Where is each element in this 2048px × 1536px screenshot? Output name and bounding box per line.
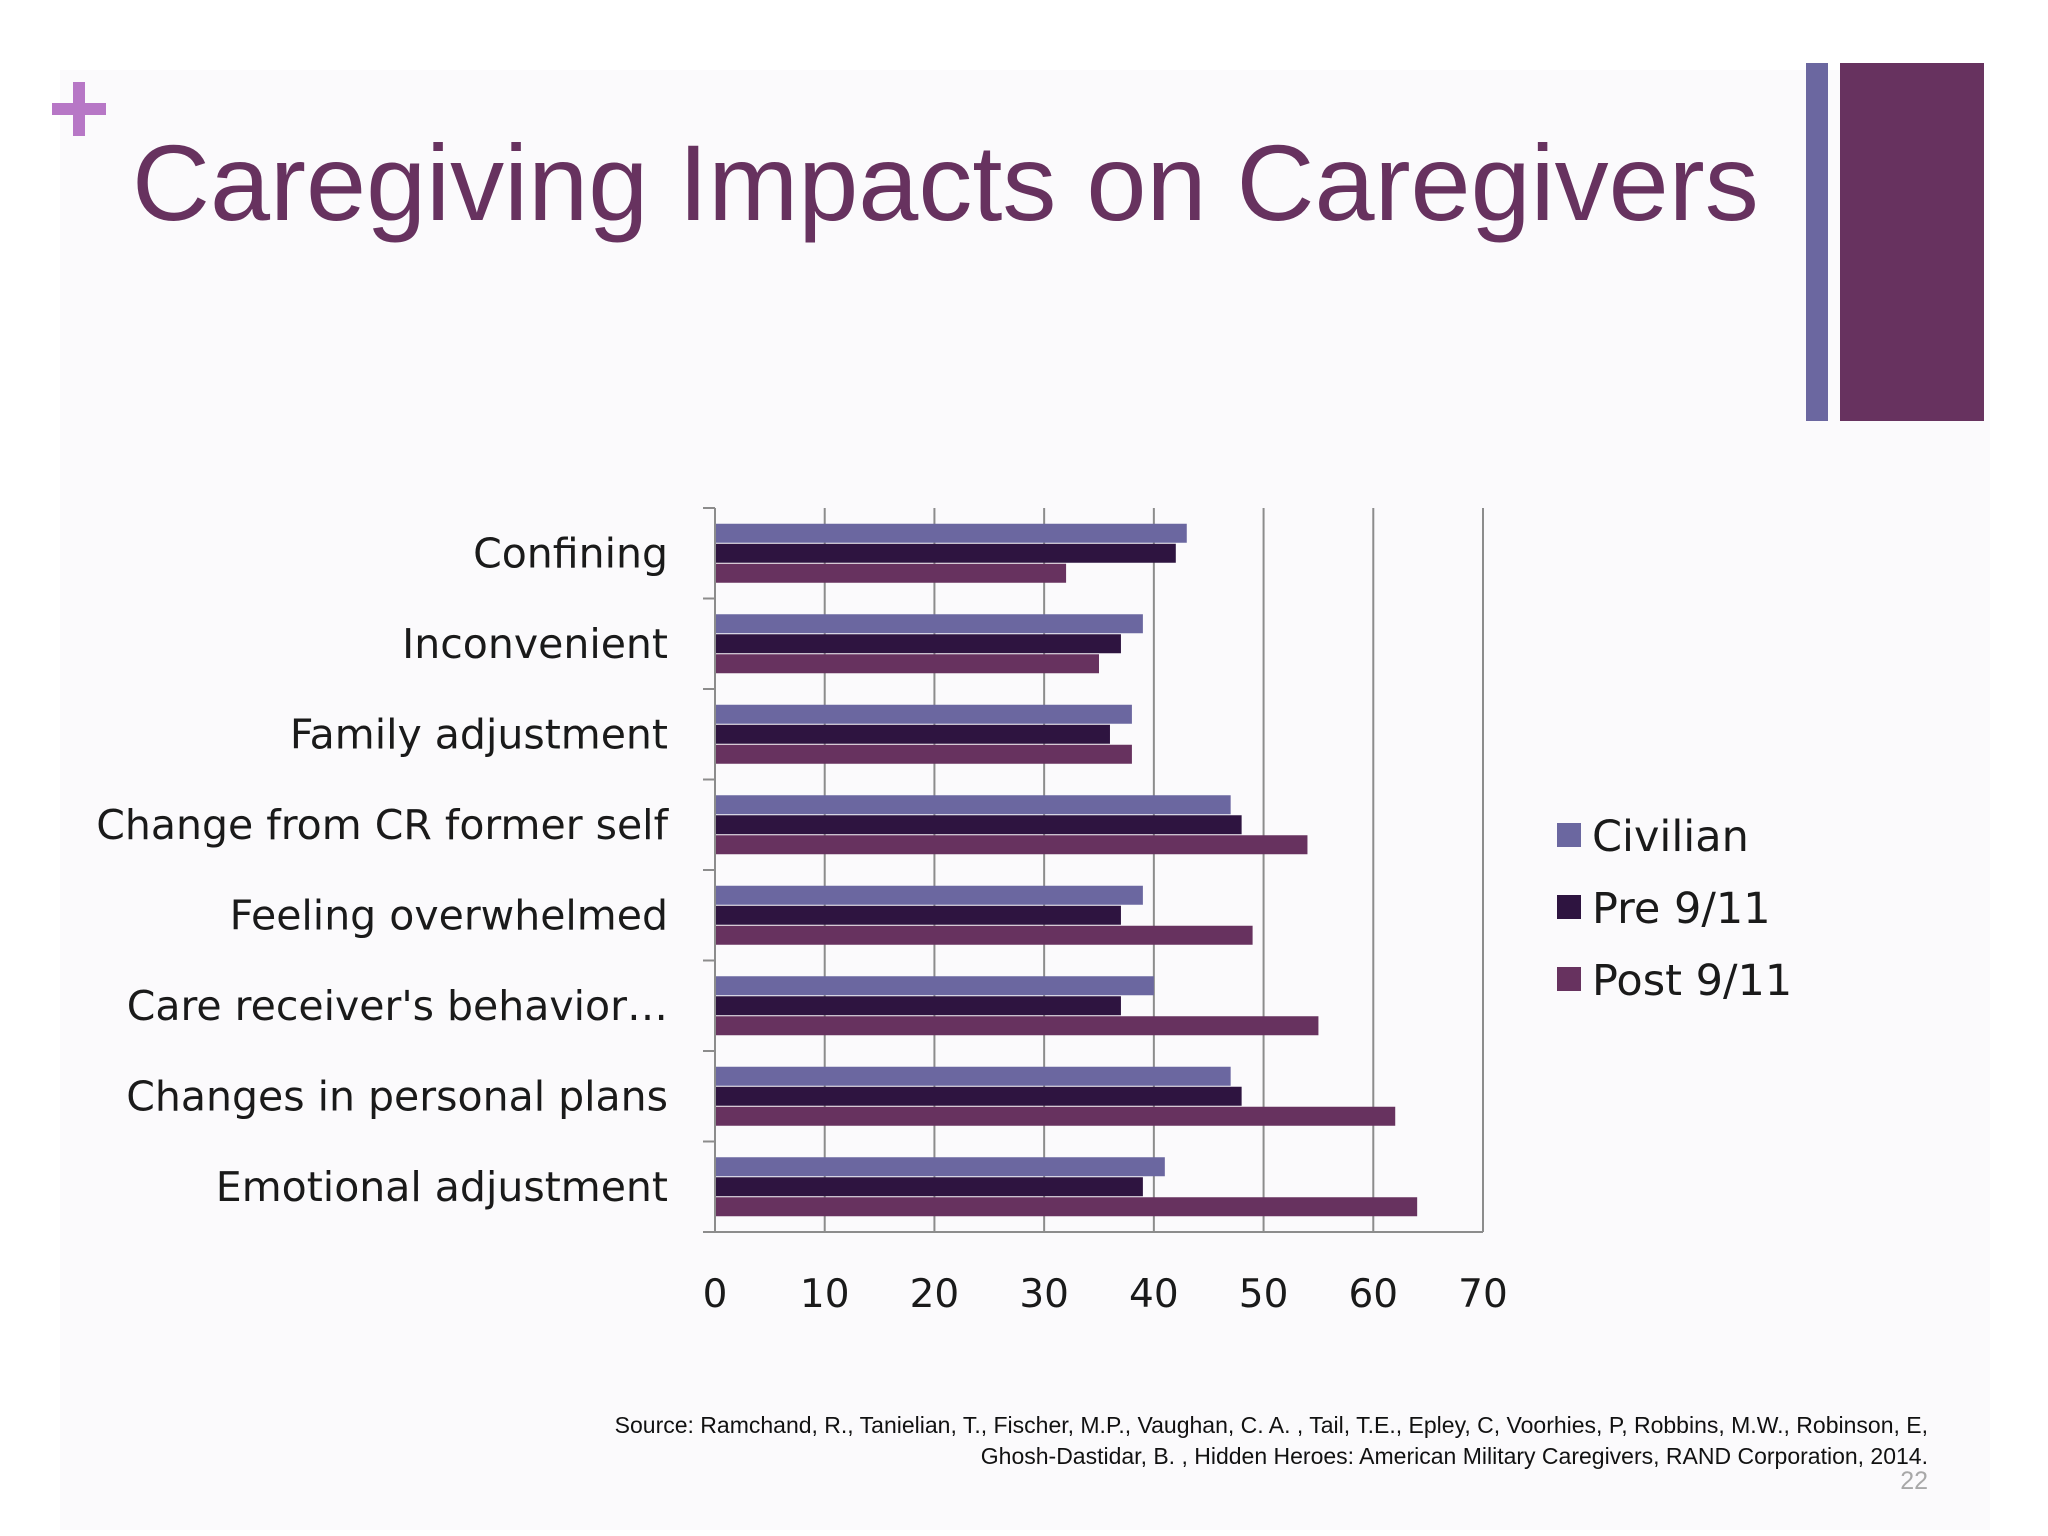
- source-citation: Source: Ramchand, R., Tanielian, T., Fis…: [300, 1410, 1928, 1472]
- plus-icon: [52, 82, 106, 136]
- bar: [715, 1066, 1231, 1086]
- legend-swatch: [1557, 967, 1581, 991]
- x-tick-label: 30: [1019, 1272, 1069, 1317]
- bar: [715, 1106, 1396, 1126]
- bar-chart: Confining Inconvenient Family adjustment Ch…: [96, 507, 1792, 1317]
- bar: [715, 925, 1253, 945]
- decorative-bar-thick: [1840, 63, 1984, 421]
- category-label: Family adjustment: [290, 710, 668, 758]
- bar: [715, 654, 1099, 674]
- legend-label: Post 9/11: [1592, 956, 1792, 1006]
- bar: [715, 1197, 1418, 1217]
- category-label: Change from CR former self: [96, 801, 669, 849]
- bar: [715, 1177, 1143, 1197]
- bar: [715, 885, 1143, 905]
- x-tick-label: 20: [910, 1272, 960, 1317]
- bar: [715, 815, 1242, 835]
- decorative-bar-thin: [1806, 63, 1828, 421]
- source-line-1: Source: Ramchand, R., Tanielian, T., Fis…: [614, 1412, 1928, 1438]
- x-tick-label: 70: [1458, 1272, 1508, 1317]
- bar: [715, 795, 1231, 815]
- bar: [715, 634, 1121, 654]
- slide-title: Caregiving Impacts on Caregivers: [132, 122, 1759, 243]
- category-label: Feeling overwhelmed: [230, 891, 668, 939]
- legend-swatch: [1557, 895, 1581, 919]
- bar: [715, 976, 1154, 996]
- legend-swatch: [1557, 823, 1581, 847]
- bar: [715, 543, 1176, 563]
- bar: [715, 996, 1121, 1016]
- bar: [715, 704, 1132, 724]
- bar: [715, 1157, 1165, 1177]
- legend-label: Pre 9/11: [1592, 884, 1771, 934]
- category-label: Confining: [473, 529, 668, 577]
- bar: [715, 744, 1132, 764]
- category-label: Care receiver's behavior…: [127, 982, 668, 1030]
- bar: [715, 1016, 1319, 1036]
- category-label: Emotional adjustment: [216, 1163, 668, 1211]
- source-line-2: Ghosh-Dastidar, B. , Hidden Heroes: Amer…: [980, 1443, 1928, 1469]
- bar: [715, 1086, 1242, 1106]
- legend-label: Civilian: [1592, 812, 1749, 862]
- x-tick-label: 60: [1348, 1272, 1398, 1317]
- bar: [715, 563, 1067, 583]
- x-tick-label: 50: [1239, 1272, 1289, 1317]
- x-tick-label: 10: [800, 1272, 850, 1317]
- bar: [715, 835, 1308, 855]
- bar: [715, 905, 1121, 925]
- x-tick-label: 0: [703, 1272, 728, 1317]
- bar: [715, 614, 1143, 634]
- category-label: Changes in personal plans: [126, 1072, 668, 1120]
- category-label: Inconvenient: [402, 620, 668, 668]
- bar: [715, 724, 1110, 744]
- bar: [715, 523, 1187, 543]
- page-number: 22: [1900, 1467, 1928, 1495]
- x-tick-label: 40: [1129, 1272, 1179, 1317]
